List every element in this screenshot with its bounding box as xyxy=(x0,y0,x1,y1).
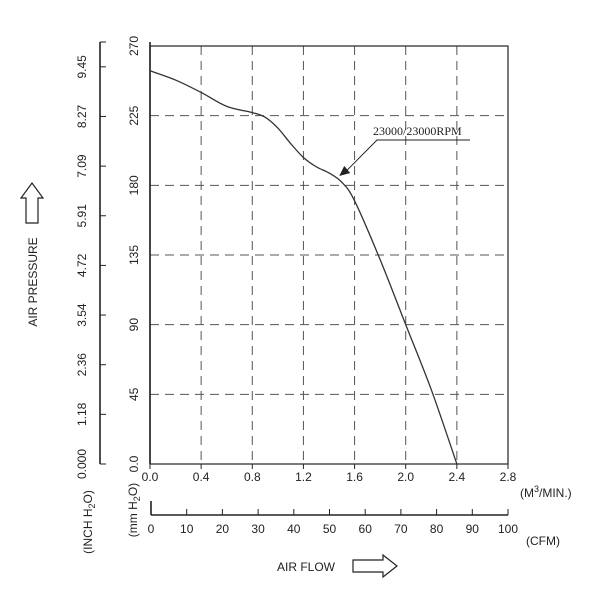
cfm-tick-label: 10 xyxy=(180,522,194,536)
y-tick-label-inch: 8.27 xyxy=(75,104,89,128)
y-tick-label-inch: 9.45 xyxy=(75,55,89,79)
series-line-23000rpm xyxy=(149,70,458,465)
grid-lines xyxy=(150,46,508,464)
y-tick-label-inch: 7.09 xyxy=(75,154,89,178)
x-tick-label-m3: 2.4 xyxy=(449,470,466,484)
x-tick-label-m3: 1.6 xyxy=(346,470,363,484)
y-tick-label-inch: 3.54 xyxy=(75,303,89,327)
x-tick-label-m3: 0.4 xyxy=(193,470,210,484)
x-tick-label-m3: 0.0 xyxy=(142,470,159,484)
y-tick-label-inch: 4.72 xyxy=(75,253,89,277)
x-tick-label-m3: 2.8 xyxy=(500,470,517,484)
y-axis-title: AIR PRESSURE xyxy=(26,237,40,326)
plot-frame xyxy=(99,42,509,516)
annotation-leader xyxy=(346,139,470,171)
y-tick-label-mmh2o: 0.0 xyxy=(127,455,141,472)
inch-axis-unit-label: (INCH H2O) xyxy=(81,490,97,554)
cfm-axis-unit-label: (CFM) xyxy=(526,534,560,548)
axis-labels: AIR PRESSURE (INCH H2O) (mm H2O) (M3/MIN.) (… xyxy=(26,237,572,574)
x-tick-label-m3: 1.2 xyxy=(295,470,312,484)
y-tick-label-inch: 0.000 xyxy=(75,449,89,479)
cfm-tick-label: 30 xyxy=(251,522,265,536)
y-tick-label-inch: 1.18 xyxy=(75,402,89,426)
series-annotation-label: 23000/23000RPM xyxy=(373,124,462,138)
direction-arrows xyxy=(19,181,398,579)
cfm-tick-label: 100 xyxy=(498,522,518,536)
y-tick-label-mmh2o: 45 xyxy=(127,387,141,401)
y-tick-label-mmh2o: 270 xyxy=(127,36,141,56)
annotation-arrowhead xyxy=(339,166,351,177)
x-tick-label-m3: 0.8 xyxy=(244,470,261,484)
y-tick-label-mmh2o: 225 xyxy=(127,105,141,125)
air-pressure-arrow-icon xyxy=(19,181,45,224)
cfm-tick-label: 90 xyxy=(466,522,480,536)
cfm-tick-label: 50 xyxy=(323,522,337,536)
series-layer: 23000/23000RPM xyxy=(149,70,470,465)
cfm-tick-label: 80 xyxy=(430,522,444,536)
cfm-tick-label: 40 xyxy=(287,522,301,536)
cfm-tick-label: 60 xyxy=(359,522,373,536)
y-tick-label-mmh2o: 90 xyxy=(127,318,141,332)
x-axis-title: AIR FLOW xyxy=(277,560,336,574)
y-tick-label-mmh2o: 135 xyxy=(127,245,141,265)
y-tick-label-mmh2o: 180 xyxy=(127,175,141,195)
cfm-tick-label: 70 xyxy=(394,522,408,536)
x-tick-label-m3: 2.0 xyxy=(397,470,414,484)
y-tick-label-inch: 2.36 xyxy=(75,353,89,377)
m3-axis-unit-label: (M3/MIN.) xyxy=(520,484,572,500)
tick-labels: 0.0 0.4 0.8 1.2 1.6 2.0 2.4 2.8 0.0 45 90 135 180 225… xyxy=(75,36,518,536)
cfm-tick-label: 20 xyxy=(216,522,230,536)
mm-axis-unit-label: (mm H2O) xyxy=(126,483,142,537)
cfm-tick-label: 0 xyxy=(148,522,155,536)
y-tick-label-inch: 5.91 xyxy=(75,204,89,228)
air-flow-arrow-icon xyxy=(352,553,398,579)
